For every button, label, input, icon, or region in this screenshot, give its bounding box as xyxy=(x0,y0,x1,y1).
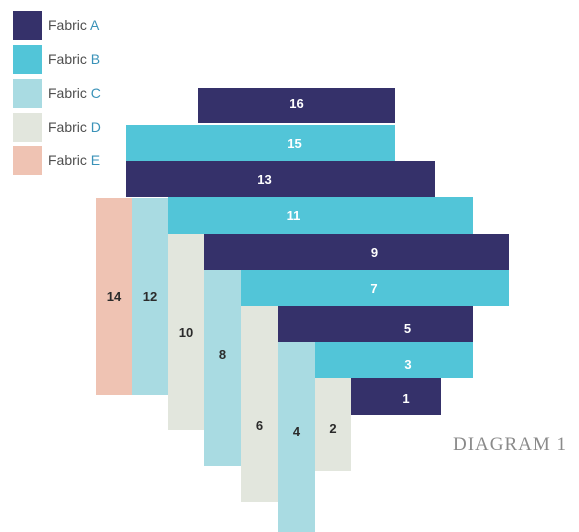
fabric-c-swatch xyxy=(13,78,42,108)
legend-prefix: Fabric xyxy=(48,119,87,135)
legend-letter: A xyxy=(90,17,100,33)
legend-prefix: Fabric xyxy=(48,17,87,33)
legend-label: Fabric A xyxy=(48,17,99,33)
strip-label: 5 xyxy=(403,320,412,336)
legend-prefix: Fabric xyxy=(48,152,87,168)
strip-16: 16 xyxy=(198,88,395,123)
fabric-a-swatch xyxy=(13,10,42,40)
fabric-d-swatch xyxy=(13,112,42,142)
legend-label: Fabric D xyxy=(48,119,101,135)
strip-label: 12 xyxy=(142,289,158,304)
legend-label: Fabric B xyxy=(48,51,100,67)
legend-item-fabric-c: Fabric C xyxy=(13,78,101,108)
strip-label: 11 xyxy=(286,208,301,223)
strip-label: 8 xyxy=(218,346,227,362)
strip-label: 10 xyxy=(178,324,194,340)
strip-14: 14 xyxy=(96,198,132,395)
strip-label: 2 xyxy=(329,421,337,436)
legend-letter: E xyxy=(90,152,101,168)
strip-label: 14 xyxy=(106,289,122,304)
legend-item-fabric-e: Fabric E xyxy=(13,145,100,175)
legend-label: Fabric E xyxy=(48,152,100,168)
strip-label: 4 xyxy=(292,423,301,439)
strip-8: 8 xyxy=(204,270,241,466)
strip-label: 15 xyxy=(287,135,302,151)
legend-prefix: Fabric xyxy=(48,51,87,67)
strip-13: 13 xyxy=(126,161,435,197)
legend-letter: B xyxy=(90,51,101,67)
strip-15: 15 xyxy=(126,125,395,161)
legend-item-fabric-d: Fabric D xyxy=(13,112,101,142)
strip-12: 12 xyxy=(132,198,168,395)
strip-label: 6 xyxy=(255,417,264,433)
legend-prefix: Fabric xyxy=(48,85,87,101)
legend-item-fabric-b: Fabric B xyxy=(13,44,100,74)
strip-3: 3 xyxy=(315,342,473,378)
legend-letter: D xyxy=(90,119,101,135)
strip-label: 1 xyxy=(402,391,410,406)
strip-4: 4 xyxy=(278,342,315,532)
strip-label: 9 xyxy=(370,244,379,260)
strip-6: 6 xyxy=(241,306,278,502)
strip-5: 5 xyxy=(278,306,473,342)
strip-10: 10 xyxy=(168,234,204,430)
fabric-e-swatch xyxy=(13,145,42,175)
strip-label: 13 xyxy=(257,171,272,187)
legend-label: Fabric C xyxy=(48,85,101,101)
strip-7: 7 xyxy=(241,270,509,306)
strip-label: 7 xyxy=(370,280,378,296)
strip-label: 3 xyxy=(404,356,412,372)
legend-item-fabric-a: Fabric A xyxy=(13,10,99,40)
legend-letter: C xyxy=(90,85,101,101)
strip-label: 16 xyxy=(289,96,304,111)
strip-11: 11 xyxy=(168,197,473,234)
strip-2: 2 xyxy=(315,378,351,471)
strip-9: 9 xyxy=(204,234,509,270)
diagram-caption: DIAGRAM 1 xyxy=(452,434,567,455)
strip-1: 1 xyxy=(351,378,441,415)
fabric-b-swatch xyxy=(13,44,42,74)
